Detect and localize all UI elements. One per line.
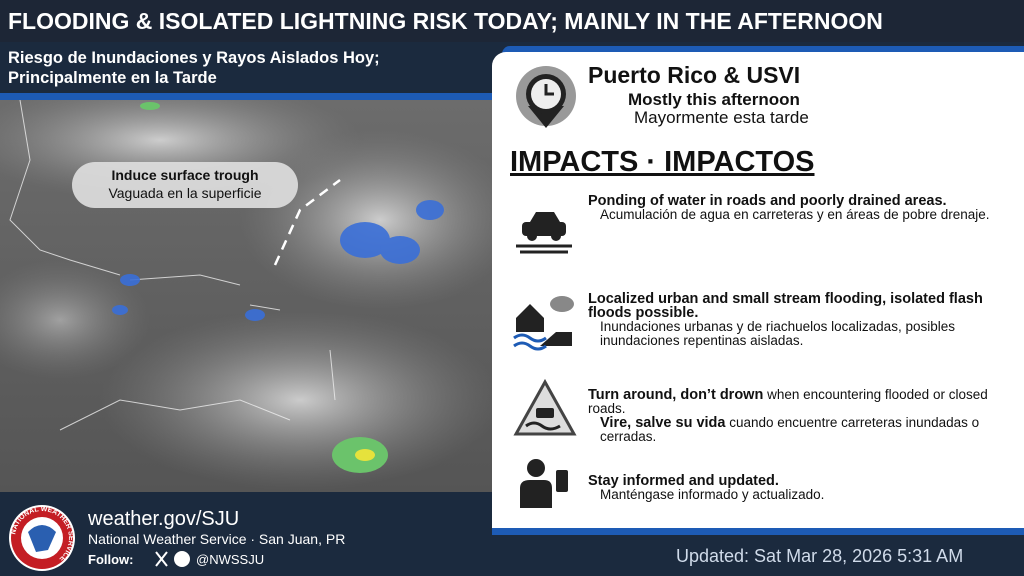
impact-es-rest: cuando encuentre carreteras inundadas o … — [600, 415, 980, 444]
flood-icon — [513, 296, 574, 351]
timing: Mayormente esta tarde — [634, 108, 809, 127]
subtitle: Riesgo de Inundaciones y Rayos Aislados … — [8, 48, 380, 88]
website: weather.gov/SJU — [88, 508, 240, 530]
stripe — [502, 46, 1024, 54]
handle: @NWSSJU — [196, 552, 265, 567]
timing: Mostly this afternoon — [628, 90, 800, 109]
impact-en-bold: Turn around, don’t drown — [588, 387, 764, 403]
subtitle-line: Principalmente en la Tarde — [8, 69, 217, 87]
stripe — [492, 528, 1024, 535]
impact-en-rest: when encountering flooded or closed road… — [588, 387, 988, 416]
impact: Ponding of water in roads and poorly dra… — [588, 194, 1008, 222]
impact-es: Manténgase informado y actualizado. — [600, 487, 825, 502]
follow-label: Follow: — [88, 552, 134, 567]
social-icons — [155, 551, 190, 567]
impact-en: Stay informed and updated. — [588, 473, 779, 489]
annotation: Vaguada en la superficie — [108, 185, 261, 201]
office: National Weather Service · San Juan, PR — [88, 531, 346, 547]
annotation: Induce surface trough — [111, 167, 258, 183]
impact: Localized urban and small stream floodin… — [588, 292, 1008, 348]
updated: Updated: Sat Mar 28, 2026 5:31 AM — [676, 546, 964, 566]
impact-es-bold: Vire, salve su vida — [600, 415, 726, 431]
car-icon — [516, 212, 572, 254]
phone-user-icon — [520, 459, 568, 508]
impact-en: Localized urban and small stream floodin… — [588, 291, 983, 321]
heading: IMPACTS · IMPACTOS — [510, 146, 815, 178]
impact-es: Acumulación de agua en carreteras y en á… — [600, 207, 990, 222]
impacts-panel: Puerto Rico & USVI Mostly this afternoon… — [492, 52, 1024, 530]
impact-en: Turn around, don’t drown when encounteri… — [588, 387, 988, 416]
nws-logo: NATIONAL WEATHER SERVICE — [9, 505, 75, 571]
impact-en: Ponding of water in roads and poorly dra… — [588, 193, 947, 209]
impact: Stay informed and updated. Manténgase inf… — [588, 474, 1008, 502]
subtitle-line: Riesgo de Inundaciones y Rayos Aislados … — [8, 49, 380, 67]
stripe — [0, 93, 500, 100]
clock-pin-icon — [516, 66, 576, 128]
impact: Turn around, don’t drown when encounteri… — [588, 388, 1008, 444]
impact-es: Inundaciones urbanas y de riachuelos loc… — [600, 319, 955, 348]
satellite-map: Induce surface trough Vaguada en la supe… — [0, 100, 495, 492]
warning-icon — [513, 378, 577, 436]
location: Puerto Rico & USVI — [588, 62, 801, 88]
impact-es: Vire, salve su vida cuando encuentre car… — [588, 416, 1008, 444]
title: FLOODING & ISOLATED LIGHTNING RISK TODAY… — [0, 0, 1024, 42]
